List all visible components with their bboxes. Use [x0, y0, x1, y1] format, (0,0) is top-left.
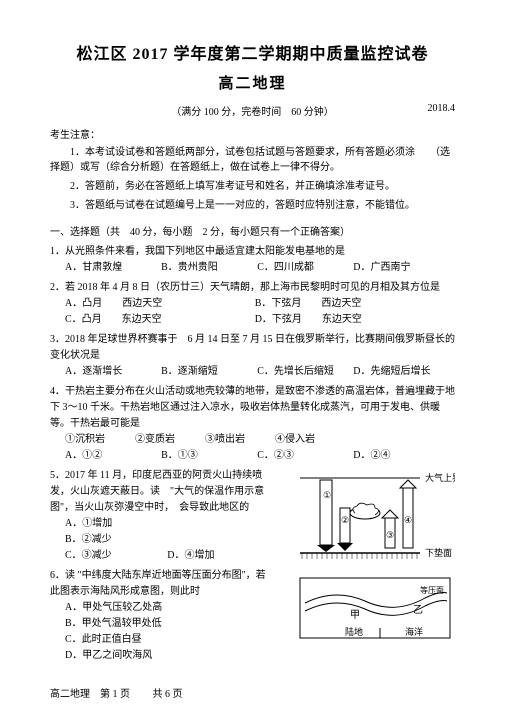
footer-left: 高二地理 第 1 页 [50, 689, 130, 700]
q4-opt-b: B．①③ [161, 448, 255, 464]
q4-sub: ①沉积岩 ②变质岩 ③喷出岩 ④侵入岩 [50, 432, 455, 448]
q5-opt-a: A．①增加 [65, 516, 273, 532]
q3-opt-c: C．先增长后缩短 [257, 364, 351, 380]
q6-opt-d: D．甲乙之间吹海风 [65, 648, 273, 664]
q1-opt-c: C．四川成都 [257, 260, 351, 276]
q4-options: A．①② B．①③ C．②③ D．②④ [50, 448, 455, 464]
title-main: 松江区 2017 学年度第二学期期中质量监控试卷 [50, 40, 455, 64]
q2-options: A．凸月 西边天空 B．下弦月 西边天空 C．凸月 东边天空 D．下弦月 东边天… [50, 296, 455, 328]
svg-text:③: ③ [386, 530, 394, 540]
page-footer: 高二地理 第 1 页 共 6 页 [50, 685, 183, 700]
q6-opt-b: B．甲处气温较甲处低 [65, 616, 273, 632]
question-2: 2．若 2018 年 4 月 8 日（农历廿三）天气晴朗，那上海市民黎明时可见的… [50, 280, 455, 328]
fig5-label-top: 大气上界 [425, 472, 455, 483]
q4-opt-a: A．①② [65, 448, 159, 464]
q3-options: A．逐渐增长 B．逐渐缩短 C．先增长后缩短 D．先缩短后增长 [50, 364, 455, 380]
figure-6: 甲 乙 等压面 陆地 海洋 [295, 573, 455, 643]
q5-opt-d: D．④增加 [167, 548, 267, 564]
q5-options: A．①增加 B．②减少 C．③减少 D．④增加 [50, 516, 273, 564]
q5-opt-b: B．②减少 [65, 532, 273, 548]
q2-text: 2．若 2018 年 4 月 8 日（农历廿三）天气晴朗，那上海市民黎明时可见的… [50, 280, 455, 296]
notice-2: 2．答题前，务必在答题纸上填写准考证号和姓名，并正确填涂准考证号。 [50, 179, 455, 194]
q6-options: A．甲处气压较乙处高 B．甲处气温较甲处低 C．此时正值白昼 D．甲乙之间吹海风 [50, 600, 273, 664]
section-1-head: 一、选择题（共 40 分，每小题 2 分，每小题只有一个正确答案） [50, 223, 455, 238]
notice-head: 考生注意： [50, 126, 455, 141]
q1-text: 1．从光照条件来看，我国下列地区中最适宜建太阳能发电基地的是 [50, 244, 455, 260]
fig6-jia: 甲 [350, 610, 360, 621]
q2-opt-d: D．下弦月 东边天空 [255, 312, 442, 328]
figure-5: 大气上界 [295, 468, 455, 563]
footer-right: 共 6 页 [153, 689, 183, 700]
q4-text: 4．干热岩主要分布在火山活动或地壳较薄的地带，是致密不渗透的高温岩体，普遍埋藏于… [50, 384, 455, 432]
meta-date: 2018.4 [428, 103, 456, 114]
title-sub: 高二地理 [50, 72, 455, 93]
fig6-yi: 乙 [413, 604, 423, 616]
question-1: 1．从光照条件来看，我国下列地区中最适宜建太阳能发电基地的是 A．甘肃敦煌 B．… [50, 244, 455, 276]
notice-1: 1．本考试设试卷和答题纸两部分，试卷包括试题与答题要求，所有答题必须涂 （选择题… [50, 145, 455, 175]
fig6-hai: 海洋 [405, 626, 423, 637]
q3-opt-a: A．逐渐增长 [65, 364, 159, 380]
q1-opt-d: D．广西南宁 [353, 260, 447, 276]
svg-text:①: ① [323, 490, 331, 500]
fig6-lu: 陆地 [345, 626, 363, 637]
fig5-label-bottom: 下垫面 [425, 547, 452, 558]
q2-opt-b: B．下弦月 西边天空 [255, 296, 442, 312]
question-6: 6．读 "中纬度大陆东岸近地面等压面分布图"，若此图表示海陆风形成意图，则此时 … [50, 568, 455, 664]
q6-opt-c: C．此时正值白昼 [65, 632, 273, 648]
q1-opt-a: A．甘肃敦煌 [65, 260, 159, 276]
q4-opt-d: D．②④ [353, 448, 447, 464]
q3-opt-d: D．先缩短后增长 [353, 364, 447, 380]
q3-text: 3．2018 年足球世界杯赛事于 6 月 14 日至 7 月 15 日在俄罗斯举… [50, 332, 455, 364]
q4-opt-c: C．②③ [257, 448, 351, 464]
q1-opt-b: B．贵州贵阳 [161, 260, 255, 276]
q6-text: 6．读 "中纬度大陆东岸近地面等压面分布图"，若此图表示海陆风形成意图，则此时 [50, 568, 273, 600]
q5-opt-c: C．③减少 [65, 548, 165, 564]
meta-row: （满分 100 分，完卷时间 60 分钟） 2018.4 [50, 103, 455, 118]
notice-3: 3．答题纸与试卷在试题编号上是一一对应的，答题时应特别注意，不能错位。 [50, 198, 455, 213]
q1-options: A．甘肃敦煌 B．贵州贵阳 C．四川成都 D．广西南宁 [50, 260, 455, 276]
q5-text: 5．2017 年 11 月，印度尼西亚的阿贡火山持续喷发，火山灰遮天蔽日。读 "… [50, 468, 273, 516]
question-5: 5．2017 年 11 月，印度尼西亚的阿贡火山持续喷发，火山灰遮天蔽日。读 "… [50, 468, 455, 564]
exam-page: 松江区 2017 学年度第二学期期中质量监控试卷 高二地理 （满分 100 分，… [0, 0, 505, 715]
question-3: 3．2018 年足球世界杯赛事于 6 月 14 日至 7 月 15 日在俄罗斯举… [50, 332, 455, 380]
q2-opt-a: A．凸月 西边天空 [65, 296, 252, 312]
q3-opt-b: B．逐渐缩短 [161, 364, 255, 380]
q6-opt-a: A．甲处气压较乙处高 [65, 600, 273, 616]
q2-opt-c: C．凸月 东边天空 [65, 312, 252, 328]
meta-score: （满分 100 分，完卷时间 60 分钟） [50, 103, 455, 118]
svg-text:②: ② [341, 515, 349, 525]
question-4: 4．干热岩主要分布在火山活动或地壳较薄的地带，是致密不渗透的高温岩体，普遍埋藏于… [50, 384, 455, 464]
svg-text:④: ④ [404, 515, 412, 525]
fig6-deng: 等压面 [420, 585, 444, 595]
